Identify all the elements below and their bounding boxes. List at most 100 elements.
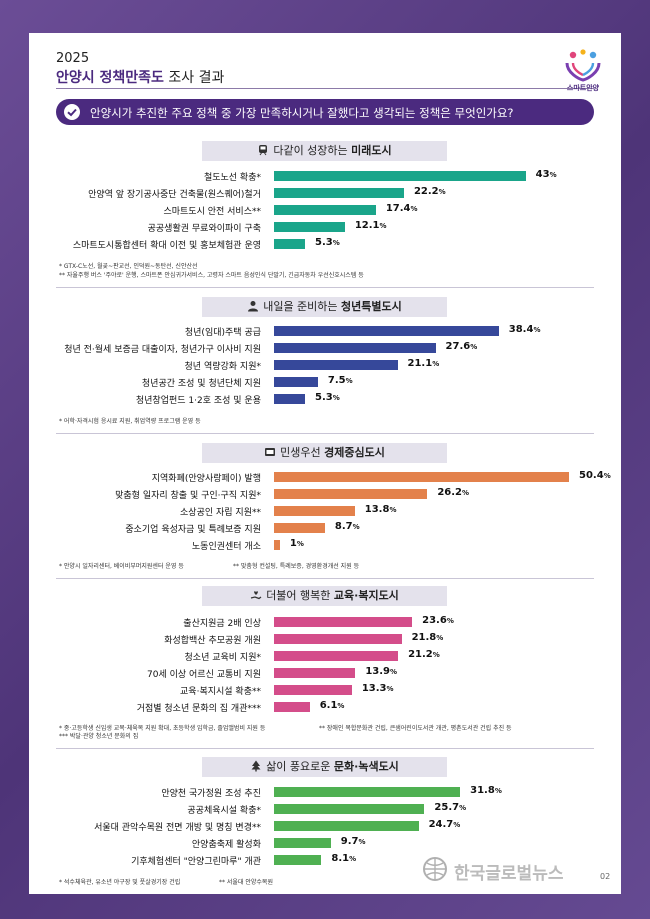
- data-label: 31.8%: [470, 785, 502, 796]
- data-label: 23.6%: [422, 615, 454, 626]
- footnote: * 석수체육관, 유소년 야구장 및 풋살경기장 건립: [59, 879, 181, 886]
- data-label: 13.3%: [361, 683, 394, 694]
- bar: [274, 377, 318, 387]
- footnote: * GTX-C노선, 월곶~판교선, 인덕원~동탄선, 신안산선: [59, 263, 198, 270]
- bar: [274, 804, 425, 814]
- category-label: 교육·복지시설 확충**: [180, 687, 261, 697]
- globe-icon: [423, 857, 447, 881]
- bar: [274, 838, 331, 848]
- data-label: 27.6%: [445, 341, 478, 352]
- watermark: 한국글로벌뉴스: [422, 856, 592, 884]
- category-label: 청년공간 조성 및 청년단체 지원: [141, 379, 261, 389]
- logo-text: 스마트안양: [566, 84, 600, 92]
- bar: [274, 787, 461, 797]
- bar: [274, 702, 310, 712]
- footnote: ** 서울대 안양수목원: [219, 879, 273, 886]
- logo-icon: [565, 49, 601, 82]
- data-label: 1%: [289, 538, 304, 549]
- category-label: 철도노선 확충*: [203, 173, 261, 183]
- data-label: 43%: [535, 169, 557, 180]
- person-icon: [247, 299, 259, 312]
- data-label: 5.3%: [315, 237, 340, 248]
- category-label: 안양천 국가정원 조성 추진: [161, 789, 261, 799]
- bar: [274, 668, 356, 678]
- category-label: 청년(임대)주택 공급: [184, 328, 261, 338]
- bar: [274, 617, 413, 627]
- data-label: 13.8%: [364, 504, 397, 515]
- bar: [274, 171, 526, 181]
- bar: [274, 222, 345, 232]
- section-title-pre: 더불어 행복한: [266, 589, 334, 602]
- bar: [274, 239, 306, 249]
- section-title: 민생우선 경제중심도시: [202, 443, 447, 463]
- data-label: 26.2%: [437, 487, 470, 498]
- category-label: 공공체육시설 확충*: [187, 806, 261, 816]
- category-label: 출산지원금 2배 인상: [183, 619, 261, 629]
- page-number: 02: [600, 872, 611, 881]
- section-title-pre: 삶이 풍요로운: [266, 760, 334, 773]
- bar: [274, 489, 428, 499]
- tree-icon: [250, 759, 262, 772]
- bar: [274, 394, 306, 404]
- section-divider: [56, 748, 594, 749]
- data-label: 5.3%: [315, 392, 340, 403]
- bar: [274, 343, 436, 353]
- section-title-bold: 경제중심도시: [324, 446, 385, 459]
- header-divider: [56, 88, 594, 89]
- data-label: 21.8%: [411, 632, 444, 643]
- bar: [274, 326, 499, 336]
- bar: [274, 540, 280, 550]
- data-label: 24.7%: [428, 819, 461, 830]
- section-title-pre: 다같이 성장하는: [273, 144, 352, 157]
- data-label: 8.7%: [334, 521, 360, 532]
- smart-anyang-logo: 스마트안양: [559, 47, 607, 97]
- data-label: 50.4%: [579, 470, 611, 481]
- section-title-pre: 민생우선: [280, 446, 325, 459]
- category-label: 안양춤축제 활성화: [191, 840, 261, 850]
- category-label: 스마트도시 안전 서비스**: [163, 207, 261, 217]
- data-label: 38.4%: [508, 324, 541, 335]
- category-label: 청소년 교육비 지원*: [184, 653, 261, 663]
- footnote: * 안양시 일자리센터, 베이비부머지원센터 운영 등: [59, 563, 184, 570]
- category-label: 소상공인 자립 지원**: [180, 508, 261, 518]
- category-label: 거점별 청소년 문화의 집 개관***: [136, 704, 261, 714]
- category-label: 맞춤형 일자리 창출 및 구인·구직 지원*: [115, 491, 261, 501]
- data-label: 17.4%: [385, 203, 418, 214]
- bar: [274, 472, 569, 482]
- data-label: 13.9%: [365, 666, 398, 677]
- category-label: 중소기업 육성자금 및 특례보증 지원: [125, 525, 261, 535]
- section-divider: [56, 578, 594, 579]
- footnote: ** 맞춤형 컨설팅, 특례보증, 경영환경개선 지원 등: [233, 563, 360, 570]
- report-title: 안양시 정책만족도 조사 결과: [56, 70, 225, 86]
- data-label: 22.2%: [413, 186, 446, 197]
- category-label: 청년 전·월세 보증금 대출이자, 청년가구 이사비 지원: [64, 345, 261, 355]
- bar: [274, 205, 376, 215]
- section-title-bold: 청년특별도시: [341, 300, 402, 313]
- data-label: 21.1%: [407, 358, 440, 369]
- data-label: 6.1%: [319, 700, 345, 711]
- report-page: 2025 안양시 정책만족도 조사 결과 스마트안양 안양시가 추진한 주요 정…: [29, 33, 621, 894]
- section-divider: [56, 287, 594, 288]
- bar: [274, 360, 398, 370]
- data-label: 21.2%: [408, 649, 440, 660]
- category-label: 서울대 관악수목원 전면 개방 및 명칭 변경**: [94, 823, 261, 833]
- category-label: 안양역 앞 장기공사중단 건축물(원스퀘어)철거: [88, 190, 261, 200]
- section-title-pre: 내일을 준비하는: [263, 300, 342, 313]
- hand-heart-icon: [250, 588, 262, 600]
- data-label: 8.1%: [331, 853, 357, 864]
- category-label: 청년창업펀드 1·2호 조성 및 운용: [135, 396, 261, 406]
- data-label: 12.1%: [354, 220, 387, 231]
- section-title: 더불어 행복한 교육·복지도시: [202, 586, 447, 606]
- data-label: 25.7%: [434, 802, 467, 813]
- bar: [274, 821, 419, 831]
- category-label: 노동인권센터 개소: [191, 542, 261, 552]
- bar: [274, 523, 325, 533]
- category-label: 청년 역량강화 지원*: [184, 362, 261, 372]
- footnote: ** 장애인 복합문화관 건립, 큰샘어린이도서관 개관, 평촌도서관 건립 추…: [319, 725, 512, 732]
- bar: [274, 685, 352, 695]
- check-circle-icon: [64, 104, 80, 120]
- question-bar: 안양시가 추진한 주요 정책 중 가장 만족하시거나 잘했다고 생각되는 정책은…: [56, 99, 594, 125]
- data-label: 9.7%: [340, 836, 366, 847]
- bar: [274, 651, 399, 661]
- category-label: 스마트도시통합센터 확대 이전 및 홍보체험관 운영: [72, 241, 261, 251]
